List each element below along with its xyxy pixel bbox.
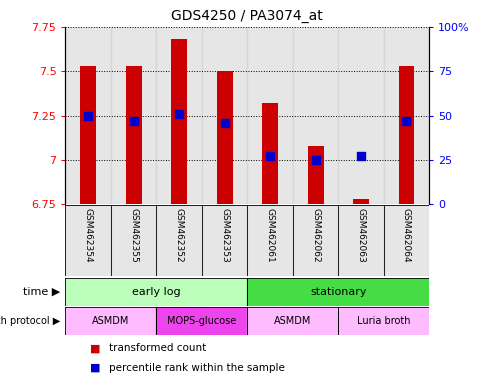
Bar	[171, 39, 187, 204]
Title: GDS4250 / PA3074_at: GDS4250 / PA3074_at	[171, 9, 322, 23]
Text: time ▶: time ▶	[23, 286, 60, 297]
Bar	[383, 205, 428, 276]
Text: GSM462352: GSM462352	[174, 208, 183, 262]
Bar	[338, 205, 383, 276]
Text: stationary: stationary	[309, 286, 366, 297]
Bar	[247, 205, 292, 276]
Bar	[337, 27, 383, 204]
Bar	[65, 27, 111, 204]
Point	[175, 111, 182, 117]
Point	[130, 118, 137, 124]
Bar	[65, 205, 111, 276]
Bar	[125, 66, 141, 204]
Text: GSM462063: GSM462063	[356, 208, 365, 262]
Bar	[247, 278, 428, 306]
Text: ASMDM: ASMDM	[273, 316, 311, 326]
Bar	[156, 307, 247, 335]
Bar	[307, 146, 323, 204]
Point	[311, 157, 319, 163]
Bar	[156, 205, 201, 276]
Text: MOPS-glucose: MOPS-glucose	[167, 316, 236, 326]
Text: growth protocol ▶: growth protocol ▶	[0, 316, 60, 326]
Bar	[338, 307, 428, 335]
Bar	[352, 199, 368, 204]
Bar	[247, 307, 338, 335]
Point	[402, 118, 409, 124]
Text: GSM462353: GSM462353	[220, 208, 228, 262]
Bar	[398, 66, 414, 204]
Bar	[247, 27, 292, 204]
Text: early log: early log	[132, 286, 181, 297]
Bar	[111, 205, 156, 276]
Text: GSM462064: GSM462064	[401, 208, 410, 262]
Text: Luria broth: Luria broth	[356, 316, 409, 326]
Point	[356, 153, 364, 159]
Bar	[156, 27, 201, 204]
Bar	[292, 27, 337, 204]
Text: GSM462062: GSM462062	[310, 208, 319, 262]
Point	[220, 119, 228, 126]
Bar	[292, 205, 338, 276]
Text: GSM462061: GSM462061	[265, 208, 274, 262]
Bar	[261, 103, 277, 204]
Text: ASMDM: ASMDM	[92, 316, 129, 326]
Bar	[201, 27, 247, 204]
Text: ■: ■	[90, 343, 100, 353]
Text: transformed count: transformed count	[109, 343, 206, 353]
Bar	[80, 66, 96, 204]
Text: percentile rank within the sample: percentile rank within the sample	[109, 363, 285, 373]
Point	[84, 113, 92, 119]
Text: GSM462355: GSM462355	[129, 208, 138, 262]
Text: GSM462354: GSM462354	[84, 208, 92, 262]
Bar	[111, 27, 156, 204]
Bar	[216, 71, 232, 204]
Bar	[65, 307, 156, 335]
Bar	[383, 27, 428, 204]
Bar	[65, 278, 247, 306]
Point	[266, 153, 273, 159]
Bar	[201, 205, 247, 276]
Text: ■: ■	[90, 363, 100, 373]
